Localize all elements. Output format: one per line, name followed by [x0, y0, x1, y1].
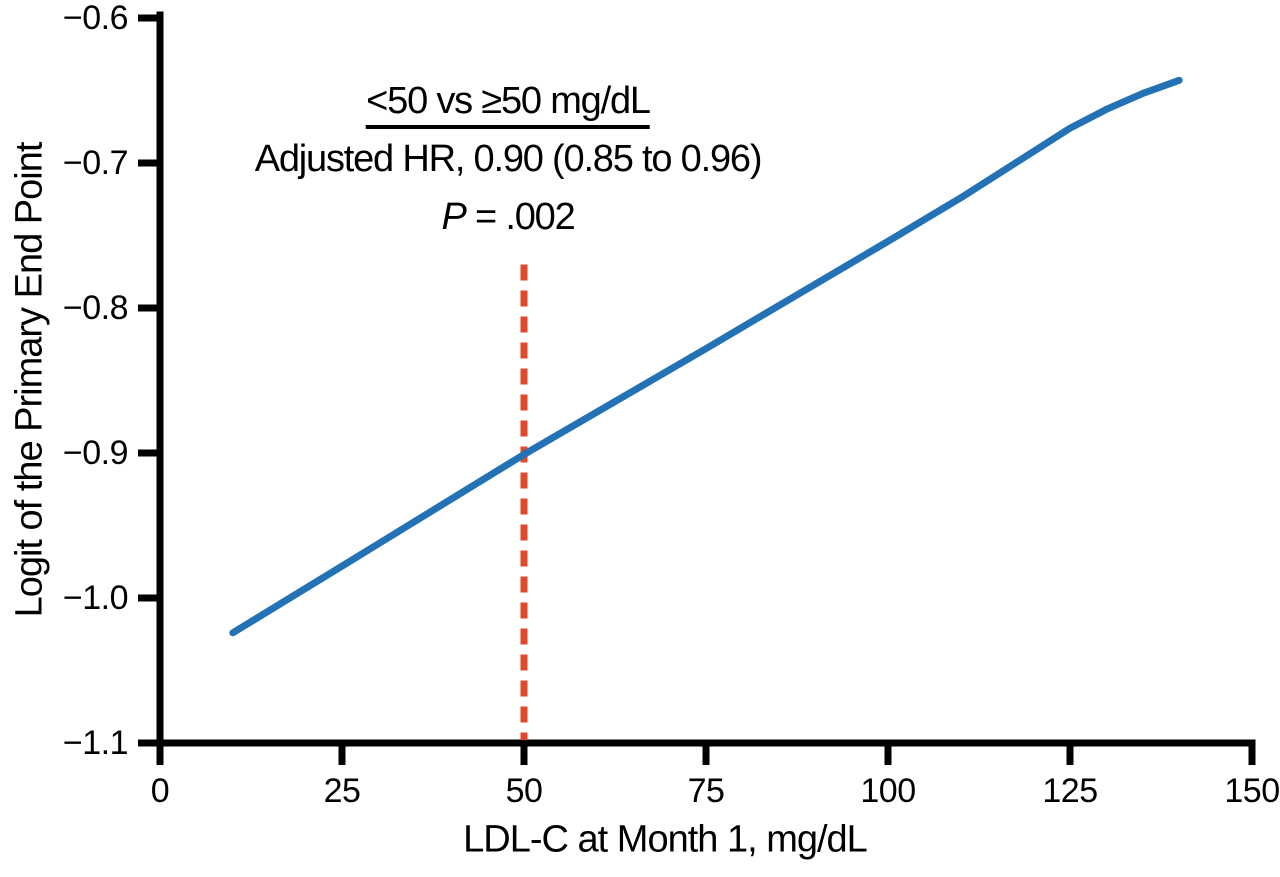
annotation-hazard-ratio: Adjusted HR, 0.90 (0.85 to 0.96): [254, 138, 763, 180]
y-tick-label: −0.7: [63, 144, 128, 182]
x-tick-label: 150: [1224, 772, 1279, 810]
annotation-p-value: P = .002: [255, 188, 762, 246]
annotation-comparison-line: <50 vs ≥50 mg/dL: [255, 72, 762, 130]
logit-of-primary-end-point-curve-line: [229, 76, 1183, 637]
y-axis-title: Logit of the Primary End Point: [8, 142, 51, 618]
x-axis-title: LDL-C at Month 1, mg/dL: [463, 818, 868, 861]
annotation-comparison-text: <50 vs ≥50 mg/dL: [366, 80, 651, 129]
y-tick-label: −1.0: [63, 579, 128, 617]
y-tick-label: −1.1: [63, 724, 128, 762]
annotation-block: <50 vs ≥50 mg/dL Adjusted HR, 0.90 (0.85…: [254, 72, 763, 246]
x-tick-label: 0: [151, 772, 169, 810]
y-tick-label: −0.8: [63, 289, 128, 327]
x-tick-label: 50: [506, 772, 543, 810]
annotation-p-value-text: = .002: [465, 196, 576, 238]
x-tick-label: 125: [1042, 772, 1097, 810]
x-tick-label: 25: [324, 772, 361, 810]
annotation-p-symbol: P: [441, 196, 466, 238]
x-tick-label: 75: [688, 772, 725, 810]
x-tick-label: 100: [860, 772, 915, 810]
y-tick-label: −0.9: [63, 434, 128, 472]
y-tick-label: −0.6: [63, 0, 128, 37]
